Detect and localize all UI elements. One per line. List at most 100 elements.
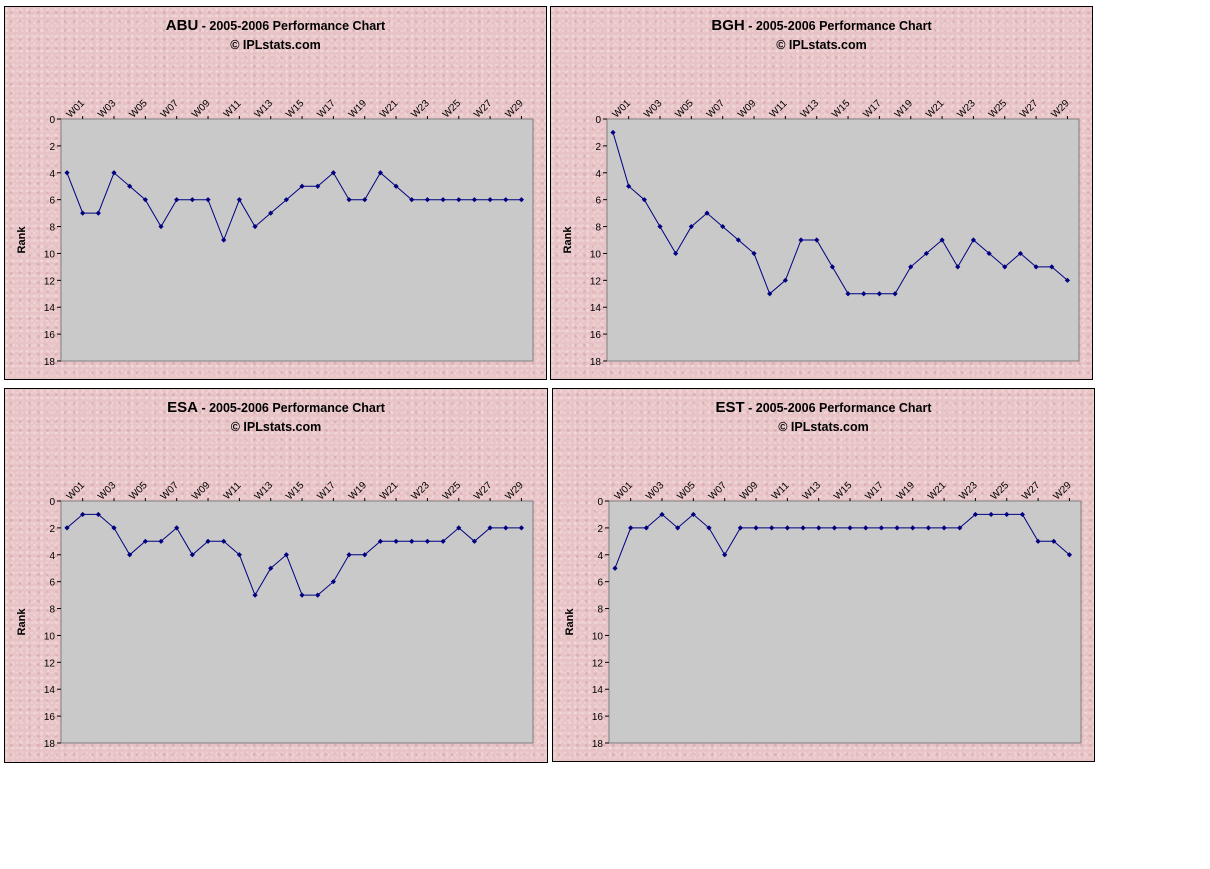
x-tick-label: W23: [409, 98, 432, 121]
x-tick-label: W29: [1052, 480, 1075, 503]
title-text: - 2005-2006 Performance Chart: [201, 19, 386, 33]
data-point: [518, 197, 525, 203]
data-point: [657, 223, 663, 230]
x-tick-label: W19: [347, 98, 370, 121]
x-tick-label: W01: [613, 480, 636, 503]
x-tick-label: W27: [472, 98, 495, 121]
data-point: [236, 552, 242, 558]
y-tick-label: 14: [590, 303, 602, 314]
chart-title: ESA - 2005-2006 Performance Chart: [5, 399, 547, 416]
series-line: [66, 171, 522, 242]
y-tick-label: 4: [49, 169, 55, 180]
chart-subtitle: © IPLstats.com: [776, 38, 867, 52]
x-tick-label: W19: [895, 480, 918, 503]
x-tick-label: W29: [504, 98, 527, 121]
x-tick-label: W17: [861, 98, 884, 121]
x-tick-label: W03: [96, 98, 119, 121]
data-point: [487, 197, 493, 203]
x-tick-label: W27: [472, 480, 495, 503]
x-tick-label: W11: [222, 98, 244, 120]
chart-panel-bgh: BGH - 2005-2006 Performance Chart © IPLs…: [550, 6, 1093, 380]
x-tick-label: W13: [799, 98, 822, 121]
data-point: [111, 170, 117, 176]
data-point: [80, 210, 86, 216]
chart-title: ABU - 2005-2006 Performance Chart: [5, 17, 546, 34]
x-tick-label: W25: [441, 480, 464, 503]
y-tick-label: 14: [44, 303, 56, 314]
data-point: [189, 552, 195, 558]
y-tick-label: 6: [49, 578, 55, 589]
data-point: [1033, 264, 1039, 270]
x-tick-label: W01: [611, 98, 634, 121]
data-point: [330, 170, 336, 176]
y-tick-label: 0: [49, 497, 55, 508]
data-point: [362, 197, 368, 203]
title-text: - 2005-2006 Performance Chart: [748, 401, 932, 415]
plot-area: [606, 118, 1080, 362]
data-point: [988, 511, 994, 518]
x-tick-label: W23: [409, 480, 432, 503]
data-point: [503, 197, 509, 203]
y-tick-label: 0: [595, 115, 601, 126]
data-point: [95, 210, 101, 216]
plot-area: [60, 500, 534, 744]
data-point: [377, 170, 383, 176]
x-tick-label: W27: [1020, 480, 1043, 503]
x-tick-label: W07: [159, 98, 182, 121]
x-tick-label: W01: [65, 480, 88, 503]
x-tick-label: W21: [926, 480, 949, 503]
data-point: [829, 264, 835, 270]
data-point: [735, 237, 741, 243]
y-tick-label: 12: [590, 276, 602, 287]
x-tick-label: W17: [315, 480, 338, 503]
x-tick-label: W05: [673, 98, 696, 121]
data-point: [252, 223, 258, 230]
plot-area: [60, 118, 534, 362]
x-tick-label: W21: [378, 98, 401, 121]
x-tick-label: W17: [863, 480, 886, 503]
title-text: - 2005-2006 Performance Chart: [748, 19, 932, 33]
data-point: [1064, 277, 1071, 283]
y-tick-label: 16: [592, 712, 604, 723]
data-point: [393, 183, 399, 189]
plot-area: [608, 500, 1082, 744]
team-name: EST: [715, 399, 745, 416]
y-tick-label: 12: [44, 658, 56, 669]
data-point: [816, 525, 822, 531]
x-tick-label: W13: [253, 480, 276, 503]
data-point: [925, 525, 931, 531]
data-point: [158, 223, 164, 230]
y-tick-label: 4: [49, 551, 55, 562]
y-axis-label: Rank: [16, 608, 28, 636]
y-tick-label: 12: [44, 276, 56, 287]
x-tick-label: W03: [644, 480, 667, 503]
y-tick-label: 18: [44, 739, 56, 750]
y-axis-label: Rank: [564, 608, 576, 636]
x-tick-label: W11: [768, 98, 790, 120]
y-tick-label: 2: [597, 524, 603, 535]
y-tick-label: 14: [44, 685, 56, 696]
data-point: [908, 264, 914, 270]
y-tick-label: 4: [595, 169, 601, 180]
data-point: [720, 223, 726, 230]
data-point: [127, 552, 133, 558]
data-point: [955, 264, 961, 270]
y-tick-label: 10: [44, 631, 56, 642]
team-name: ESA: [167, 399, 198, 416]
data-point: [767, 291, 773, 297]
data-point: [722, 552, 728, 558]
x-tick-label: W13: [253, 98, 276, 121]
y-tick-label: 8: [595, 223, 601, 234]
x-tick-label: W03: [642, 98, 665, 121]
y-tick-label: 10: [44, 249, 56, 260]
data-point: [174, 197, 180, 203]
y-tick-label: 2: [49, 524, 55, 535]
data-point: [910, 525, 916, 531]
data-point: [268, 210, 274, 216]
x-tick-label: W21: [378, 480, 401, 503]
data-point: [487, 525, 493, 531]
data-point: [923, 250, 929, 257]
data-point: [1035, 538, 1041, 544]
x-tick-label: W15: [832, 480, 855, 503]
x-tick-label: W09: [190, 480, 213, 503]
